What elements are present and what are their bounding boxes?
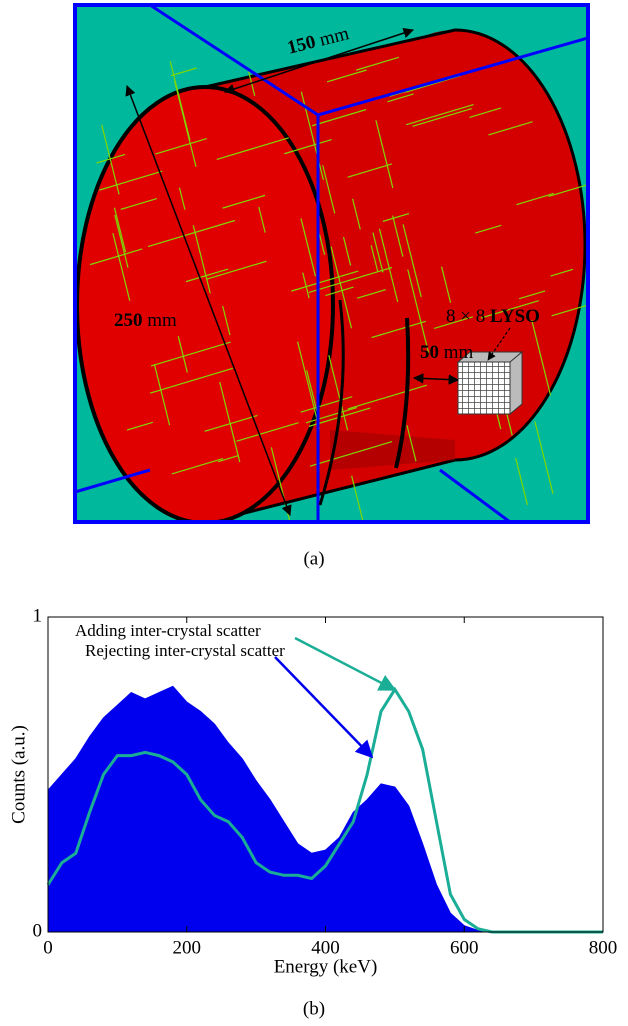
photon-track (372, 232, 384, 273)
photon-track (469, 107, 502, 118)
frame (73, 3, 590, 524)
photon-track (311, 109, 367, 127)
photon-track (305, 407, 358, 424)
caption: (a) (303, 548, 324, 569)
photon-track (475, 224, 502, 234)
frame-edge (317, 36, 588, 117)
x-tick-label: 600 (450, 937, 479, 958)
detector-label: 8 × 8 LYSO (446, 306, 540, 327)
photon-track (302, 272, 310, 299)
legend-arrow (294, 636, 397, 692)
photon-track (284, 138, 332, 155)
photon-track (328, 355, 349, 431)
photon-track (406, 103, 474, 126)
lyso-array (457, 361, 511, 415)
photon-track (519, 290, 546, 300)
dimension-arrow (125, 85, 292, 516)
cylinder-front (75, 85, 335, 522)
photon-track (322, 165, 336, 214)
y-tick-label: 1 (33, 605, 43, 626)
photon-track (352, 198, 361, 230)
photon-track (342, 236, 352, 266)
photon-track (392, 215, 404, 257)
dimension-label: 50 mm (420, 342, 474, 363)
photon-track (309, 440, 393, 467)
detector-material: LYSO (490, 306, 540, 327)
photon-track (351, 475, 364, 522)
dimension-value: 50 (420, 342, 439, 363)
photon-track (550, 268, 574, 277)
x-tick-label: 200 (173, 937, 202, 958)
photon-track (378, 228, 399, 302)
y-axis-title: Counts (a.u.) (8, 725, 29, 824)
photon-track (101, 124, 120, 195)
photon-track (170, 67, 197, 77)
x-axis-title: Energy (keV) (274, 956, 378, 977)
photon-track (515, 458, 528, 506)
photon-track (306, 370, 319, 415)
x-tick-label: 800 (589, 937, 618, 958)
dimension-unit: mm (444, 342, 474, 363)
lyso-array-side (456, 350, 524, 416)
photon-track (356, 289, 386, 299)
caption: (b) (303, 998, 325, 1019)
photon-track (375, 120, 394, 189)
photon-track (382, 212, 410, 222)
pointer (487, 327, 511, 361)
photon-track (406, 425, 417, 462)
photon-track (330, 246, 353, 329)
legend-label: Rejecting inter-crystal scatter (85, 641, 285, 660)
frame-edge (439, 468, 511, 522)
photon-track (488, 121, 533, 136)
photon-track (300, 218, 317, 277)
photon-track (548, 183, 588, 198)
photon-track (347, 163, 393, 178)
area (47, 685, 603, 933)
y-tick-label: 0 (33, 920, 43, 941)
photon-track (440, 266, 452, 303)
chart: 0 200 400 600 800 0 1 Energy (keV) Counts (a.u.)… (8, 605, 617, 1019)
photon-track (531, 319, 552, 396)
photon-track (308, 266, 393, 293)
photon-track (516, 192, 554, 206)
photon-track (402, 224, 422, 298)
photon-track (297, 341, 320, 430)
photon-track (300, 396, 353, 413)
photon-track (433, 316, 474, 330)
photon-track (347, 384, 428, 410)
dimension-value: 250 (114, 310, 143, 331)
arc (318, 299, 345, 506)
x-tick-label: 400 (311, 937, 340, 958)
photon-track (291, 270, 359, 292)
photon-track (371, 320, 427, 339)
x-tick-label: 0 (43, 937, 53, 958)
dimension-unit: mm (147, 310, 177, 331)
shading (330, 430, 455, 470)
photon-track (412, 108, 472, 127)
photon-track (96, 153, 126, 164)
photon-track (480, 300, 539, 319)
photon-track (113, 207, 127, 253)
legend-arrow (274, 656, 374, 759)
photon-track (534, 421, 554, 494)
photon-track (318, 234, 326, 255)
legend-label: Adding inter-crystal scatter (75, 621, 261, 640)
photon-track (407, 269, 430, 354)
detector-size: 8 × 8 (446, 306, 485, 327)
ring (394, 317, 411, 469)
dimension-arrow (412, 373, 460, 385)
dimension-arrow (224, 27, 414, 95)
dimension-label: 250 mm (114, 310, 177, 331)
photon-track (387, 93, 414, 103)
photon-track (370, 245, 379, 272)
photon-track (325, 286, 354, 297)
phantom-diagram: 150 mm 250 mm 50 mm 8 × 8 LYSO (73, 3, 590, 524)
